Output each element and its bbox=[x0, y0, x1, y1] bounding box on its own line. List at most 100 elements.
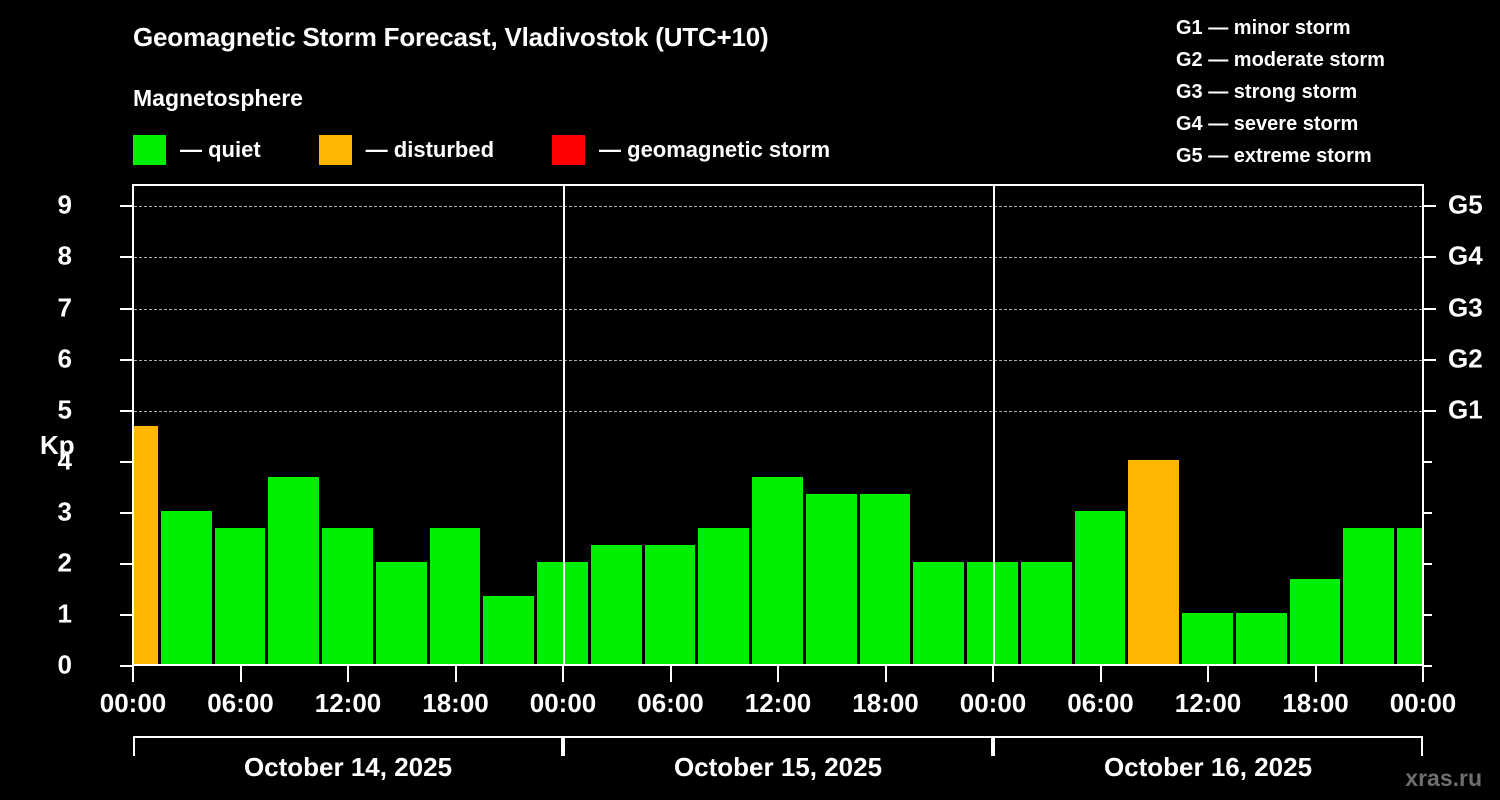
kp-bar[interactable] bbox=[913, 561, 965, 664]
kp-bar[interactable] bbox=[752, 476, 803, 664]
day-divider-1 bbox=[563, 186, 565, 664]
gridline-kp-6 bbox=[134, 359, 1422, 361]
gscale-legend-line-2: G2 — moderate storm bbox=[1176, 49, 1385, 71]
day-bracket-3 bbox=[993, 736, 1423, 756]
day-divider-2 bbox=[993, 186, 995, 664]
g-tick-label-G1: G1 bbox=[1448, 394, 1483, 425]
x-tick-label-3: 18:00 bbox=[422, 688, 489, 718]
legend-label-quiet: — quiet bbox=[180, 137, 261, 162]
day-label-1: October 14, 2025 bbox=[243, 752, 453, 782]
day-label-3: October 16, 2025 bbox=[1103, 752, 1313, 782]
watermark: xras.ru bbox=[1405, 765, 1482, 791]
gscale-legend-line-5: G5 — extreme storm bbox=[1176, 145, 1372, 167]
x-tick-mark-5 bbox=[669, 666, 672, 682]
legend-swatch-quiet-icon bbox=[133, 135, 166, 165]
g-tick-mark-minor-1 bbox=[1424, 613, 1432, 616]
legend-label-disturbed: — disturbed bbox=[365, 137, 495, 162]
y-tick-label-9: 9 bbox=[57, 189, 72, 220]
page-title: Geomagnetic Storm Forecast, Vladivostok … bbox=[133, 22, 769, 52]
kp-bar[interactable] bbox=[322, 527, 373, 664]
kp-bar[interactable] bbox=[1074, 510, 1126, 664]
gscale-legend: G1 — minor storm G2 — moderate storm G3 — … bbox=[1176, 12, 1486, 172]
kp-bar[interactable] bbox=[698, 527, 750, 664]
y-tick-mark-8 bbox=[120, 256, 132, 259]
day-label-2: October 15, 2025 bbox=[673, 752, 883, 782]
g-tick-label-G3: G3 bbox=[1448, 292, 1483, 323]
chart-subtitle: Magnetosphere bbox=[133, 85, 303, 111]
g-tick-mark-G5 bbox=[1424, 205, 1436, 208]
y-tick-label-0: 0 bbox=[57, 649, 72, 680]
x-tick-mark-4 bbox=[562, 666, 564, 682]
x-tick-mark-6 bbox=[777, 666, 779, 682]
kp-bar[interactable] bbox=[1235, 612, 1287, 664]
x-tick-label-8: 00:00 bbox=[959, 688, 1027, 718]
x-tick-label-10: 12:00 bbox=[1174, 688, 1242, 718]
kp-bar[interactable] bbox=[268, 476, 320, 664]
x-tick-label-6: 12:00 bbox=[744, 688, 812, 718]
kp-bar[interactable] bbox=[160, 510, 212, 664]
y-tick-label-8: 8 bbox=[57, 240, 72, 271]
g-tick-label-G5: G5 bbox=[1448, 189, 1483, 220]
kp-bar[interactable] bbox=[1128, 459, 1180, 664]
x-tick-mark-1 bbox=[239, 666, 242, 682]
x-tick-label-0: 00:00 bbox=[99, 688, 167, 718]
activity-legend: — quiet — disturbed — geomagnetic storm bbox=[133, 134, 830, 166]
y-tick-mark-3 bbox=[120, 511, 132, 514]
g-tick-mark-minor-2 bbox=[1424, 562, 1432, 565]
y-tick-mark-2 bbox=[120, 562, 132, 565]
legend-swatch-disturbed-icon bbox=[318, 135, 352, 165]
y-tick-label-4: 4 bbox=[57, 445, 72, 476]
x-tick-label-12: 00:00 bbox=[1389, 688, 1457, 718]
legend-entry-quiet: — quiet bbox=[133, 135, 261, 165]
y-tick-mark-6 bbox=[120, 358, 132, 361]
kp-bar[interactable] bbox=[805, 493, 857, 664]
g-tick-mark-G2 bbox=[1424, 358, 1436, 361]
x-tick-mark-10 bbox=[1207, 666, 1209, 682]
kp-bar[interactable] bbox=[1343, 527, 1395, 664]
gridline-kp-7 bbox=[134, 308, 1422, 310]
y-tick-mark-7 bbox=[120, 307, 132, 310]
kp-bar[interactable] bbox=[214, 527, 266, 664]
x-tick-label-4: 00:00 bbox=[529, 688, 597, 718]
gscale-legend-line-1: G1 — minor storm bbox=[1176, 17, 1351, 39]
kp-bar[interactable] bbox=[644, 545, 696, 664]
y-tick-label-2: 2 bbox=[57, 547, 72, 578]
kp-bar[interactable] bbox=[134, 425, 158, 664]
day-bracket-2 bbox=[563, 736, 993, 756]
g-tick-label-G2: G2 bbox=[1448, 343, 1483, 374]
x-tick-mark-11 bbox=[1314, 666, 1317, 682]
x-tick-label-7: 18:00 bbox=[852, 688, 919, 718]
g-tick-mark-G4 bbox=[1424, 256, 1436, 259]
kp-bar[interactable] bbox=[483, 596, 535, 664]
gscale-legend-line-4: G4 — severe storm bbox=[1176, 113, 1359, 135]
gscale-legend-line-3: G3 — strong storm bbox=[1176, 81, 1358, 103]
x-tick-mark-2 bbox=[347, 666, 349, 682]
x-tick-mark-0 bbox=[132, 666, 134, 682]
day-bracket-1 bbox=[133, 736, 563, 756]
kp-bar[interactable] bbox=[590, 545, 642, 664]
x-tick-mark-7 bbox=[884, 666, 887, 682]
x-tick-mark-12 bbox=[1422, 666, 1424, 682]
kp-bar[interactable] bbox=[1289, 578, 1341, 664]
g-tick-mark-minor-4 bbox=[1424, 460, 1432, 463]
kp-bar[interactable] bbox=[1397, 527, 1422, 664]
x-tick-mark-9 bbox=[1099, 666, 1102, 682]
x-tick-label-9: 06:00 bbox=[1067, 688, 1134, 718]
g-tick-mark-G3 bbox=[1424, 307, 1436, 310]
legend-label-storm: — geomagnetic storm bbox=[599, 137, 831, 162]
y-tick-label-3: 3 bbox=[57, 496, 72, 527]
kp-bar[interactable] bbox=[967, 561, 1018, 664]
y-tick-mark-1 bbox=[120, 613, 132, 616]
y-axis-label: Kp bbox=[40, 430, 75, 460]
gridline-kp-8 bbox=[134, 257, 1422, 259]
kp-bar[interactable] bbox=[375, 561, 427, 664]
kp-bar[interactable] bbox=[1020, 561, 1072, 664]
kp-bar[interactable] bbox=[537, 561, 588, 664]
kp-bar[interactable] bbox=[1182, 612, 1233, 664]
g-tick-mark-G1 bbox=[1424, 409, 1436, 412]
kp-bar[interactable] bbox=[429, 527, 481, 664]
y-tick-label-6: 6 bbox=[57, 343, 72, 374]
legend-swatch-storm-icon bbox=[552, 135, 586, 165]
kp-bar[interactable] bbox=[859, 493, 911, 664]
y-tick-mark-0 bbox=[120, 665, 132, 667]
